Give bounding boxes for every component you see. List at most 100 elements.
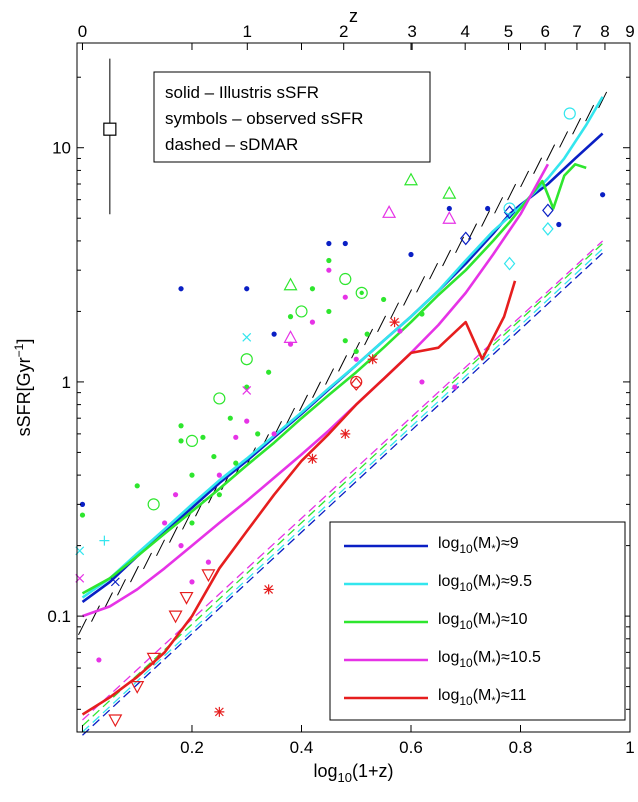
y-tick-label: 0.1 <box>47 607 71 626</box>
data-point-triangle-up <box>442 210 457 224</box>
data-point-asterisk <box>389 317 400 328</box>
data-point-circle <box>240 353 253 366</box>
plot-area <box>75 58 608 736</box>
data-point-dot <box>326 267 332 273</box>
hatch-mark <box>143 552 152 570</box>
data-point-dot <box>287 314 294 320</box>
hatch-mark <box>169 526 178 543</box>
legend: log10(M*)≈9log10(M*)≈9.5log10(M*)≈10log1… <box>329 521 626 721</box>
data-point-circle <box>185 434 199 447</box>
hatch-mark <box>520 170 530 188</box>
data-point-triangle-up <box>382 205 397 218</box>
top-tick-label: 4 <box>460 22 469 41</box>
data-point-dot <box>216 472 222 478</box>
hatch-mark <box>364 328 374 346</box>
hatch-mark <box>338 355 347 372</box>
data-point-dot <box>452 384 458 390</box>
hatch-mark <box>104 592 113 609</box>
data-point-dot <box>244 286 250 292</box>
data-point-triangle-down <box>201 569 216 583</box>
data-point-triangle-up <box>403 172 419 186</box>
data-point-plus <box>99 535 110 546</box>
data-point-dot <box>326 308 332 315</box>
data-point-dot <box>189 579 195 585</box>
data-point-triangle-down <box>108 714 123 728</box>
data-point-triangle-down <box>168 610 183 624</box>
data-point-dot <box>96 657 102 663</box>
data-point-dot <box>556 221 562 228</box>
data-point-triangle-down <box>130 681 145 694</box>
data-point-dot <box>600 192 606 198</box>
hatch-mark <box>559 131 569 148</box>
hatch-mark <box>429 262 439 280</box>
data-point-asterisk <box>340 428 351 439</box>
top-tick-label: 1 <box>243 22 252 41</box>
hatch-mark <box>585 104 595 122</box>
data-point-circle <box>339 272 352 286</box>
data-point-dot <box>271 431 277 437</box>
series-line <box>81 163 587 595</box>
hatch-mark <box>403 289 413 306</box>
data-point-diamond <box>503 205 516 220</box>
hatch-mark <box>78 618 87 636</box>
hatch-mark <box>481 210 491 227</box>
data-point-asterisk <box>367 354 378 365</box>
data-point-dot <box>359 290 364 296</box>
data-point-dot <box>233 434 239 440</box>
data-point-diamond <box>459 231 472 246</box>
data-point-dot <box>309 319 316 325</box>
data-point-triangle-down <box>146 652 161 666</box>
y-axis-label: sSFR[Gyr−1] <box>12 339 34 437</box>
data-point-cross <box>110 577 120 587</box>
annotation-box: solid – Illustris sSFR symbols – observed… <box>153 71 431 163</box>
sdmar-dashed-line <box>82 240 604 721</box>
x-tick-label: 0.8 <box>509 738 533 757</box>
data-point-dot <box>326 240 332 247</box>
data-point-diamond <box>350 377 363 391</box>
top-tick-label: 3 <box>407 22 416 41</box>
data-point-cross <box>242 385 252 395</box>
legend-label: log10(M*)≈9 <box>438 535 519 556</box>
data-point-asterisk <box>214 706 225 717</box>
hatch-mark <box>377 315 387 333</box>
data-point-triangle-down <box>179 591 194 605</box>
top-tick-label: 0 <box>78 22 87 41</box>
top-tick-label: 2 <box>339 22 348 41</box>
data-point-dot <box>79 512 86 518</box>
data-point-dot <box>419 379 425 385</box>
hatch-mark <box>546 144 556 161</box>
annotation-frame <box>153 71 431 163</box>
data-point-circle <box>147 498 160 511</box>
plot-frame <box>76 42 631 733</box>
data-point-triangle-up <box>442 185 457 199</box>
data-point-dot <box>189 520 195 526</box>
hatch-mark <box>182 513 191 530</box>
series-line <box>81 96 604 599</box>
data-point-dot <box>271 331 277 337</box>
hatch-mark <box>299 394 308 412</box>
top-tick-label: 6 <box>540 22 549 41</box>
data-point-circle <box>503 202 516 215</box>
hatch-mark <box>156 539 165 557</box>
data-point-diamond <box>542 221 554 236</box>
hatch-mark <box>494 197 504 214</box>
data-point-dot <box>381 296 387 303</box>
error-bar-square <box>103 122 117 136</box>
top-tick-label: 7 <box>572 22 581 41</box>
data-point-dot <box>178 423 184 429</box>
data-point-dot <box>79 501 86 507</box>
sdmar-dashed-line <box>82 252 604 736</box>
data-point-dot <box>244 418 250 424</box>
data-point-circle <box>563 107 576 120</box>
data-point-cross <box>242 332 252 342</box>
hatch-mark <box>533 157 543 175</box>
hatch-mark <box>117 579 126 596</box>
data-point-dot <box>216 492 222 498</box>
data-point-dot <box>205 559 212 565</box>
data-point-dot <box>353 348 359 354</box>
sdmar-dashed-line <box>82 248 604 733</box>
data-point-dot <box>233 460 239 466</box>
x-tick-label: 0.6 <box>399 738 423 757</box>
data-point-dot <box>178 286 184 292</box>
